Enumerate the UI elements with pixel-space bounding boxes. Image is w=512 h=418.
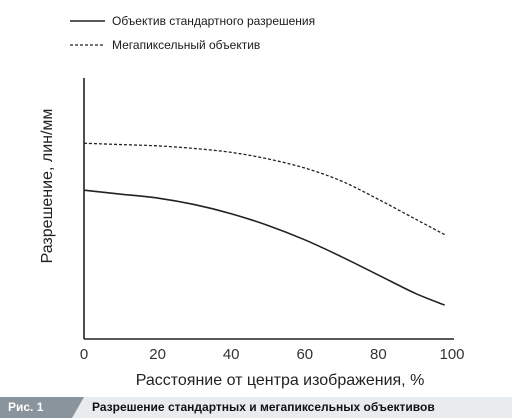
x-tick-label: 0 [80, 346, 88, 363]
x-axis-label: Расстояние от центра изображения, % [136, 372, 425, 389]
chart: Объектив стандартного разрешения Мегапик… [39, 14, 465, 389]
figure-caption: Рис. 1 Разрешение стандартных и мегапикс… [0, 397, 512, 418]
series-line-standard [83, 189, 445, 306]
y-axis-label: Разрешение, лин/мм [39, 109, 56, 264]
legend-label-megapixel: Мегапиксельный объектив [112, 38, 260, 52]
series-lines [83, 142, 445, 306]
figure-tag: Рис. 1 [0, 397, 96, 418]
legend-label-standard: Объектив стандартного разрешения [112, 14, 315, 28]
caption-text: Разрешение стандартных и мегапиксельных … [92, 400, 435, 414]
x-tick-label: 80 [370, 346, 387, 363]
x-tick-label: 40 [223, 346, 240, 363]
series-line-megapixel [83, 142, 445, 236]
x-tick-label: 100 [439, 346, 464, 363]
x-tick-label: 20 [149, 346, 166, 363]
x-tick-label: 60 [296, 346, 313, 363]
figure-number: Рис. 1 [8, 400, 44, 414]
x-ticks: 0 20 40 60 80 100 [80, 346, 465, 363]
legend: Объектив стандартного разрешения Мегапик… [70, 14, 315, 52]
